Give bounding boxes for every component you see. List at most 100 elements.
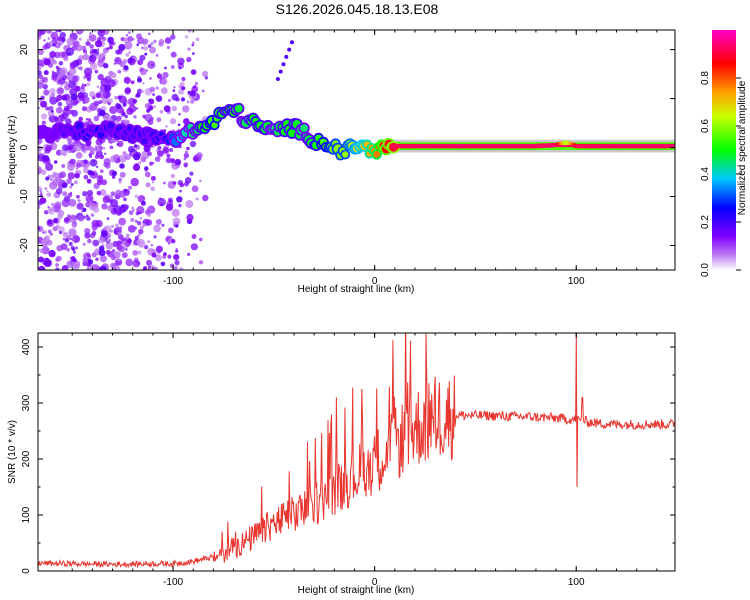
noise-speckle (88, 54, 97, 63)
noise-speckle (43, 58, 51, 66)
noise-speckle (44, 235, 51, 242)
noise-speckle (95, 138, 103, 146)
noise-speckle (101, 203, 108, 210)
noise-speckle (125, 258, 133, 267)
noise-speckle (168, 227, 174, 234)
noise-speckle (290, 40, 294, 45)
noise-speckle (38, 265, 46, 270)
spectrogram-y-ticks: -20 -10 0 10 20 (19, 44, 675, 253)
noise-speckle (64, 238, 69, 243)
noise-speckle (72, 75, 80, 82)
noise-speckle (187, 30, 192, 33)
noise-speckle (48, 106, 54, 111)
noise-speckle (93, 147, 98, 152)
noise-speckle (116, 103, 122, 110)
y-tick-label: -10 (19, 189, 30, 204)
noise-speckle (50, 31, 58, 40)
noise-speckle (179, 182, 185, 188)
noise-speckle (68, 241, 73, 246)
noise-speckle (112, 175, 116, 179)
noise-speckle (97, 59, 105, 68)
y-tick-label: 200 (21, 450, 32, 467)
noise-speckle (46, 192, 52, 198)
noise-speckle (64, 81, 68, 85)
noise-speckle (191, 43, 195, 47)
noise-speckle (142, 82, 145, 85)
noise-speckle (109, 199, 119, 208)
noise-speckle (39, 248, 45, 254)
noise-speckle (147, 151, 152, 156)
noise-speckle (58, 172, 64, 179)
noise-speckle (86, 179, 92, 184)
noise-speckle (167, 98, 172, 102)
noise-speckle (114, 96, 118, 100)
noise-speckle (190, 99, 195, 104)
noise-speckle (62, 191, 68, 197)
noise-speckle (147, 240, 151, 244)
noise-speckle (127, 185, 133, 190)
noise-speckle (103, 158, 111, 166)
noise-speckle (99, 255, 107, 263)
carrier-point (234, 104, 243, 113)
noise-speckle (155, 86, 159, 90)
noise-speckle (48, 114, 57, 123)
noise-speckle (133, 115, 137, 119)
noise-speckle (124, 87, 132, 94)
noise-speckle (284, 54, 289, 59)
noise-speckle (178, 203, 182, 208)
noise-speckle (47, 229, 52, 234)
noise-speckle (119, 163, 125, 169)
noise-speckle (104, 75, 112, 84)
noise-speckle (194, 81, 199, 86)
noise-speckle (161, 223, 165, 227)
y-tick-label: 0 (19, 144, 30, 150)
noise-speckle (109, 229, 113, 233)
noise-speckle (59, 67, 68, 76)
noise-speckle (114, 56, 122, 65)
noise-speckle (51, 74, 58, 81)
noise-speckle (95, 145, 103, 153)
noise-speckle (189, 140, 197, 148)
x-tick-label: 0 (372, 577, 378, 588)
noise-speckle (45, 176, 50, 181)
carrier-point (126, 125, 134, 132)
noise-speckle (136, 238, 145, 247)
noise-speckle (186, 213, 194, 222)
noise-speckle (177, 57, 185, 65)
noise-speckle (174, 260, 180, 266)
noise-speckle (192, 155, 199, 162)
noise-speckle (38, 66, 42, 70)
noise-speckle (169, 118, 177, 125)
noise-speckle (155, 219, 162, 225)
noise-speckle (158, 38, 165, 45)
noise-speckle (87, 118, 92, 122)
x-tick-label: 100 (568, 577, 585, 588)
noise-speckle (169, 263, 175, 269)
noise-speckle (89, 102, 98, 111)
noise-speckle (49, 88, 56, 95)
noise-speckle (156, 117, 162, 123)
noise-speckle (60, 83, 64, 87)
noise-speckle (148, 98, 152, 102)
noise-speckle (99, 189, 107, 196)
noise-speckle (131, 206, 134, 210)
noise-speckle (75, 167, 79, 170)
noise-speckle (170, 65, 175, 69)
noise-speckle (46, 190, 49, 193)
noise-speckle (141, 46, 144, 50)
noise-speckle (68, 228, 77, 237)
noise-speckle (176, 196, 183, 203)
noise-speckle (55, 99, 59, 103)
noise-speckle (66, 73, 75, 81)
noise-speckle (147, 213, 151, 217)
noise-speckle (55, 263, 59, 267)
noise-speckle (95, 92, 101, 99)
snr-y-label: SNR (10 * v/v) (7, 420, 18, 484)
noise-speckle (95, 40, 103, 48)
noise-speckle (149, 86, 156, 93)
noise-speckle (109, 106, 118, 114)
noise-speckle (92, 228, 96, 232)
y-tick-label: 300 (21, 394, 32, 411)
noise-speckle (121, 112, 126, 116)
